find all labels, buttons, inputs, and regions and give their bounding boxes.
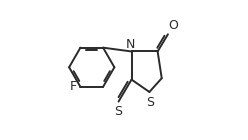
Text: S: S	[146, 96, 154, 109]
Text: N: N	[126, 38, 136, 51]
Text: O: O	[169, 19, 179, 32]
Text: F: F	[69, 80, 77, 93]
Text: S: S	[114, 105, 122, 118]
